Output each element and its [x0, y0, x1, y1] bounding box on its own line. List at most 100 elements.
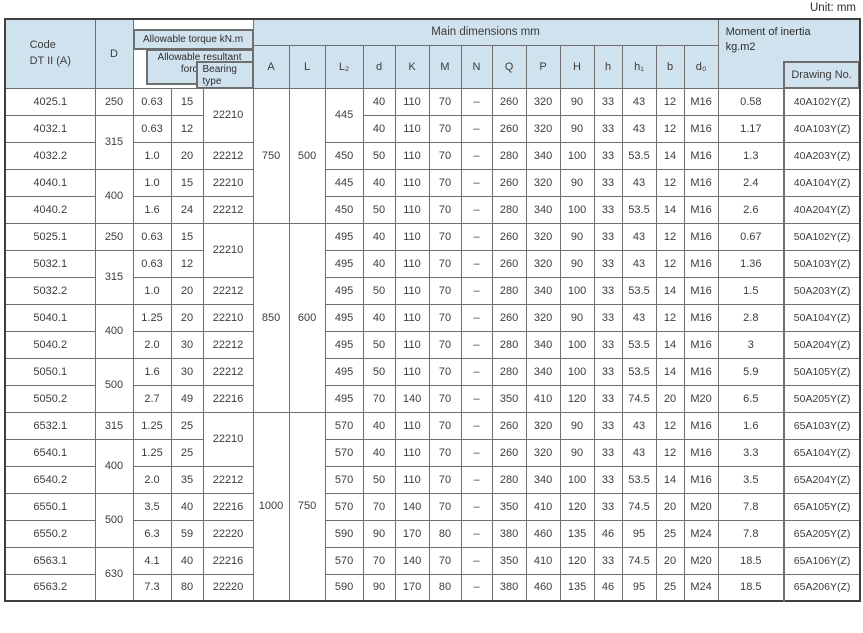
cell: 320 [525, 114, 561, 143]
table-row: 6563.1 630 4.1 40 22216 570 70 140 70–350 410 120 3… [4, 546, 861, 602]
cell: 260 [491, 438, 527, 467]
cell: 1.25 [132, 411, 172, 440]
cell: 50 [362, 276, 396, 305]
cell: 12 [655, 249, 685, 278]
cell: 170 [394, 573, 430, 602]
cell: 350 [491, 546, 527, 575]
cell: 43 [621, 411, 657, 440]
cell: 40 [170, 492, 204, 521]
cell: 120 [559, 492, 595, 521]
cell: 630 [94, 546, 134, 602]
dim-col-header: A [252, 44, 290, 89]
cell: M16 [683, 87, 719, 116]
cell: 95 [621, 573, 657, 602]
cell: – [460, 384, 493, 413]
cell: 500 [288, 87, 326, 224]
cell: 22220 [202, 573, 254, 602]
cell: 7.8 [717, 519, 785, 548]
cell: 110 [394, 303, 430, 332]
table-row: 6540.2 2.0 35 22212 570 50 110 70–280 340 100 33 53… [4, 465, 861, 494]
cell: 140 [394, 492, 430, 521]
cell: 50 [362, 465, 396, 494]
cell: 43 [621, 249, 657, 278]
cell: 4032.1 [4, 114, 96, 143]
cell: M24 [683, 573, 719, 602]
cell: 400 [94, 438, 134, 494]
cell: 12 [655, 438, 685, 467]
cell: 400 [94, 303, 134, 359]
cell: M24 [683, 519, 719, 548]
table-row: 5040.1 400 1.25 20 22210 495 40 110 70–260 320 90 3… [4, 303, 861, 359]
cell: 22212 [202, 276, 254, 305]
cell: 5050.2 [4, 384, 96, 413]
cell: – [460, 411, 493, 440]
dim-col-header: h₁ [621, 44, 657, 89]
dim-col-header: b [655, 44, 685, 89]
cell: 2.8 [717, 303, 785, 332]
cell: 53.5 [621, 465, 657, 494]
cell: 40 [362, 114, 396, 143]
cell: 450 [324, 141, 364, 170]
cell: 6550.1 [4, 492, 96, 521]
cell: 65A205Y(Z) [783, 519, 861, 548]
cell: 250 [94, 87, 134, 116]
table-row: 4032.1 315 0.63 12 40 110 70–260 320 90 33 43 12 M16… [4, 114, 861, 170]
dim-col-header: d [362, 44, 396, 89]
cell: – [460, 195, 493, 224]
cell: 280 [491, 330, 527, 359]
cell: 495 [324, 357, 364, 386]
cell: 110 [394, 168, 430, 197]
cell: 1.6 [717, 411, 785, 440]
cell: 22212 [202, 141, 254, 170]
cell: – [460, 357, 493, 386]
cell: 6532.1 [4, 411, 96, 440]
cell: 33 [593, 492, 623, 521]
dim-col-header: Q [491, 44, 527, 89]
cell: 53.5 [621, 195, 657, 224]
cell: M16 [683, 465, 719, 494]
cell: M16 [683, 141, 719, 170]
cell: 4.1 [132, 546, 172, 575]
cell: 70 [428, 87, 462, 116]
cell: – [460, 222, 493, 251]
cell: 6563.1 [4, 546, 96, 575]
cell: 22212 [202, 330, 254, 359]
cell: – [460, 519, 493, 548]
cell: 280 [491, 276, 527, 305]
cell: 0.63 [132, 222, 172, 251]
table-row: 6540.1 400 1.25 25 570 40 110 70–260 320 90 33 43 12… [4, 438, 861, 494]
cell: 15 [170, 168, 204, 197]
cell: 1.5 [717, 276, 785, 305]
cell: 90 [559, 303, 595, 332]
cell: 320 [525, 87, 561, 116]
cell: 2.6 [717, 195, 785, 224]
cell: 59 [170, 519, 204, 548]
cell: 4032.2 [4, 141, 96, 170]
cell: 1.6 [132, 357, 172, 386]
cell: 260 [491, 303, 527, 332]
table-row: 4032.2 1.0 20 22212 450 50 110 70–280 340 100 33 53… [4, 141, 861, 170]
cell: 400 [94, 168, 134, 224]
cell: 320 [525, 303, 561, 332]
cell: 260 [491, 168, 527, 197]
cell: 50A102Y(Z) [783, 222, 861, 251]
cell: 30 [170, 357, 204, 386]
cell: M16 [683, 168, 719, 197]
table-row: 5032.1 315 0.63 12 495 40 110 70–260 320 90 33 43 12… [4, 249, 861, 305]
cell: 3.5 [132, 492, 172, 521]
cell: 65A105Y(Z) [783, 492, 861, 521]
cell: 74.5 [621, 546, 657, 575]
cell: – [460, 168, 493, 197]
cell: 5032.2 [4, 276, 96, 305]
cell: M16 [683, 330, 719, 359]
cell: M16 [683, 195, 719, 224]
cell: 70 [428, 249, 462, 278]
cell: 340 [525, 330, 561, 359]
cell: 140 [394, 384, 430, 413]
cell: 380 [491, 519, 527, 548]
cell: 1.17 [717, 114, 785, 143]
cell: 20 [170, 276, 204, 305]
cell: – [460, 438, 493, 467]
cell: 0.67 [717, 222, 785, 251]
